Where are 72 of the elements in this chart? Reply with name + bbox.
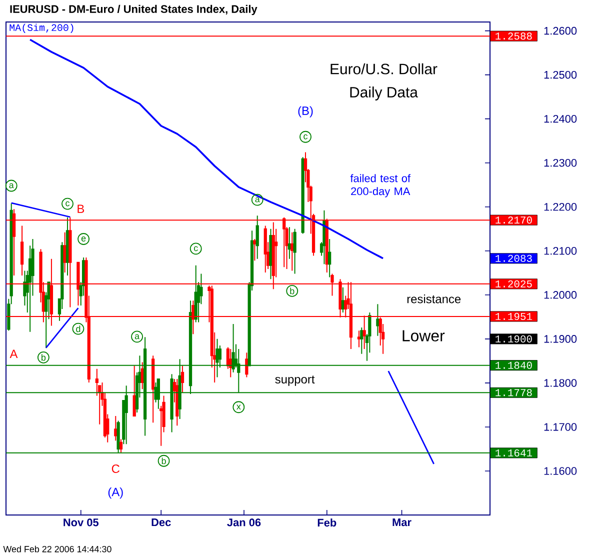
y-tick-label: 1.2200 xyxy=(544,203,577,211)
text: IEURUSD - DM-Euro / United States Index, Daily xyxy=(10,4,258,16)
candlestick xyxy=(357,330,361,348)
y-tick-label: 1.1900 xyxy=(544,335,577,343)
candlestick xyxy=(341,286,345,314)
y-tick-label: 1.2100 xyxy=(544,247,577,255)
annotation: x xyxy=(236,404,241,410)
text: Daily Data xyxy=(350,86,418,100)
candlestick xyxy=(152,355,155,424)
x-tick-label: Feb xyxy=(318,518,336,527)
candlestick xyxy=(132,365,136,416)
annotation: support xyxy=(275,376,315,386)
annotation: resistance xyxy=(407,294,461,304)
annotation: b xyxy=(290,288,294,294)
candlestick xyxy=(269,228,272,280)
candlestick xyxy=(114,415,118,442)
annotation: A xyxy=(10,350,18,358)
ref-line-label: 1.1951 xyxy=(496,312,532,320)
candlestick xyxy=(264,225,267,273)
candlestick xyxy=(253,238,256,262)
annotation: failed test of 200-day MA xyxy=(350,174,411,198)
annotation: c xyxy=(66,201,70,206)
annotation: (A) xyxy=(108,487,123,499)
y-tick-label: 1.1800 xyxy=(544,379,577,387)
candlestick xyxy=(20,225,24,276)
annotation: (B) xyxy=(298,106,313,118)
candlestick xyxy=(376,304,380,336)
candlestick xyxy=(328,238,332,278)
annotation: Lower xyxy=(402,330,445,342)
y-tick-label: 1.1700 xyxy=(544,423,577,431)
annotation: a xyxy=(9,183,14,188)
y-tick-label: 1.2400 xyxy=(544,114,577,123)
annotation: a xyxy=(255,197,260,202)
annotation: c xyxy=(194,246,198,252)
ref-line-label: 1.1840 xyxy=(496,362,532,369)
ref-line-label: 1.1641 xyxy=(496,449,532,456)
x-tick-label: Dec xyxy=(152,518,171,526)
text: Euro/U.S. Dollar xyxy=(330,63,438,74)
candlestick xyxy=(293,228,296,274)
annotation: c xyxy=(304,134,308,140)
annotation: B xyxy=(78,204,84,213)
x-tick-label: Jan 06 xyxy=(227,518,261,526)
annotation: b xyxy=(162,458,166,464)
annotation: b xyxy=(42,354,46,361)
ref-line-label: 1.1778 xyxy=(496,389,532,396)
text: 1.1900 xyxy=(496,335,532,343)
y-tick-label: 1.2300 xyxy=(544,158,577,167)
x-tick-label: Mar xyxy=(392,518,412,526)
annotation: e xyxy=(81,236,86,242)
y-tick-label: 1.2500 xyxy=(544,70,577,79)
candlestick xyxy=(119,438,123,453)
annotation: C xyxy=(112,464,120,473)
text: Wed Feb 22 2006 14:44:30 xyxy=(3,546,112,552)
ref-line-label: 1.2025 xyxy=(496,280,532,288)
y-tick-label: 1.2000 xyxy=(544,291,577,299)
candlestick xyxy=(180,365,184,394)
series-label: MA(Sim,200) xyxy=(10,24,74,33)
annotation: d xyxy=(76,325,80,332)
annotation: a xyxy=(134,334,140,340)
ref-line-label: 1.2588 xyxy=(496,32,532,40)
ref-line-label: 1.2170 xyxy=(496,216,532,224)
candlestick xyxy=(63,232,66,273)
candlestick xyxy=(229,348,232,378)
y-tick-label: 1.1600 xyxy=(544,467,577,475)
y-tick-label: 1.2600 xyxy=(544,26,577,35)
text: 1.2083 xyxy=(496,254,532,262)
candlestick xyxy=(322,210,326,265)
candlestick xyxy=(256,215,259,260)
x-tick-label: Nov 05 xyxy=(64,518,99,526)
candlestick xyxy=(360,326,364,354)
candlestick xyxy=(290,232,294,272)
candlestick xyxy=(288,226,292,260)
